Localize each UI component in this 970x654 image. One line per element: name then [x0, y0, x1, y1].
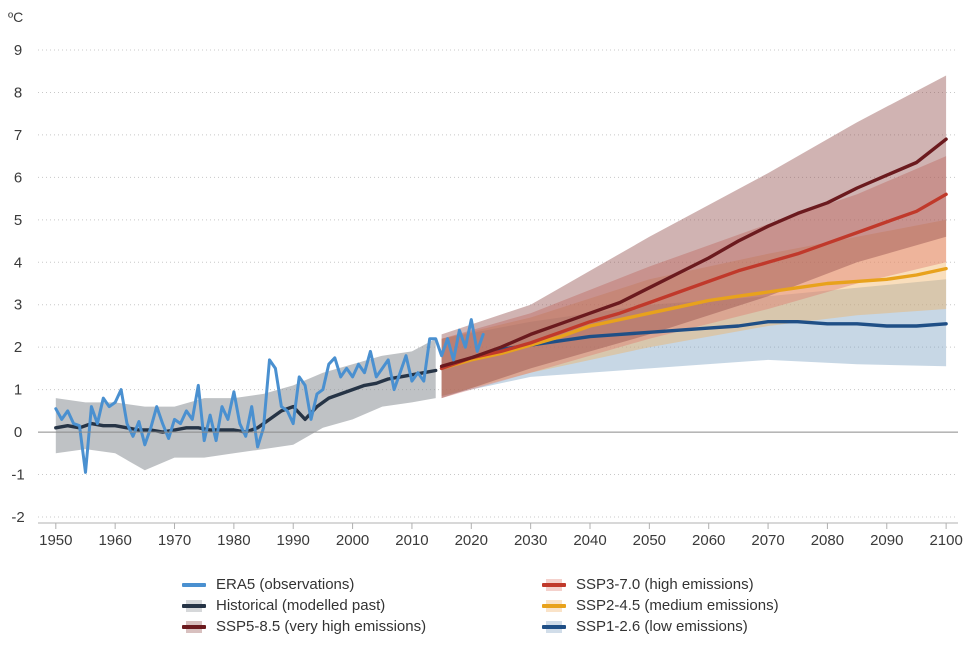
series-line-era5 [54, 318, 485, 474]
axes: 9 8 7 6 5 4 3 2 1 0 -1 -2 1950 1960 1970 1980 1990 2000 20… [11, 42, 962, 549]
y-tick-label: -2 [11, 509, 24, 526]
band-historical [55, 338, 436, 471]
x-tick-label: 2080 [811, 532, 844, 549]
y-tick-label: -1 [11, 467, 24, 484]
legend-swatch [182, 598, 206, 614]
y-tick-label: 0 [14, 424, 22, 441]
x-tick-label: 1980 [217, 532, 250, 549]
y-unit-label: ºC [8, 9, 23, 25]
series-line-ssp5-8.5 [439, 137, 948, 368]
band-ssp2-4.5 [441, 219, 947, 396]
x-tick-label: 2020 [455, 532, 488, 549]
x-tick-label: 2030 [514, 532, 547, 549]
legend-label: ERA5 (observations) [216, 576, 355, 593]
x-tick-label: 1970 [158, 532, 191, 549]
series-lines [54, 137, 948, 474]
x-tick-label: 2040 [573, 532, 606, 549]
y-tick-label: 7 [14, 127, 22, 144]
legend-swatch [542, 577, 566, 593]
x-tick-label: 2070 [751, 532, 784, 549]
x-tick-label: 1990 [277, 532, 310, 549]
uncertainty-bands [55, 75, 947, 471]
x-tick-label: 2010 [395, 532, 428, 549]
band-ssp3-7.0 [441, 156, 947, 399]
y-tick-label: 8 [14, 84, 22, 101]
x-tick-label: 2060 [692, 532, 725, 549]
legend-swatch [182, 577, 206, 593]
legend-label: SSP5-8.5 (very high emissions) [216, 618, 427, 635]
legend-item-ssp245: SSP2-4.5 (medium emissions) [542, 597, 779, 614]
legend-swatch [542, 598, 566, 614]
legend-swatch [542, 619, 566, 635]
legend-item-ssp370: SSP3-7.0 (high emissions) [542, 576, 754, 593]
y-tick-label: 4 [14, 254, 22, 271]
legend-item-ssp585: SSP5-8.5 (very high emissions) [182, 618, 426, 635]
legend-item-era5: ERA5 (observations) [182, 576, 354, 593]
y-tick-label: 5 [14, 212, 22, 229]
legend-swatch [182, 619, 206, 635]
legend-item-ssp126: SSP1-2.6 (low emissions) [542, 618, 748, 635]
series-line-ssp2-4.5 [439, 266, 948, 371]
legend-label: Historical (modelled past) [216, 597, 386, 614]
x-tick-label: 1960 [98, 532, 131, 549]
series-line-ssp3-7.0 [439, 192, 948, 371]
y-tick-label: 1 [14, 382, 22, 399]
band-ssp1-2.6 [441, 279, 947, 396]
x-tick-label: 2050 [633, 532, 666, 549]
band-ssp5-8.5 [441, 75, 947, 399]
y-tick-label: 2 [14, 339, 22, 356]
legend-label: SSP3-7.0 (high emissions) [576, 576, 754, 593]
legend-item-historical: Historical (modelled past) [182, 597, 385, 614]
y-tick-label: 6 [14, 169, 22, 186]
x-tick-label: 2090 [870, 532, 903, 549]
x-tick-label: 2100 [929, 532, 962, 549]
legend-label: SSP2-4.5 (medium emissions) [576, 597, 779, 614]
x-tick-label: 1950 [39, 532, 72, 549]
temperature-chart: 9 8 7 6 5 4 3 2 1 0 -1 -2 1950 1960 1970 1980 1990 2000 20… [8, 9, 963, 549]
x-tick-label: 2000 [336, 532, 369, 549]
legend-label: SSP1-2.6 (low emissions) [576, 618, 748, 635]
y-tick-label: 3 [14, 297, 22, 314]
y-tick-label: 9 [14, 42, 22, 59]
